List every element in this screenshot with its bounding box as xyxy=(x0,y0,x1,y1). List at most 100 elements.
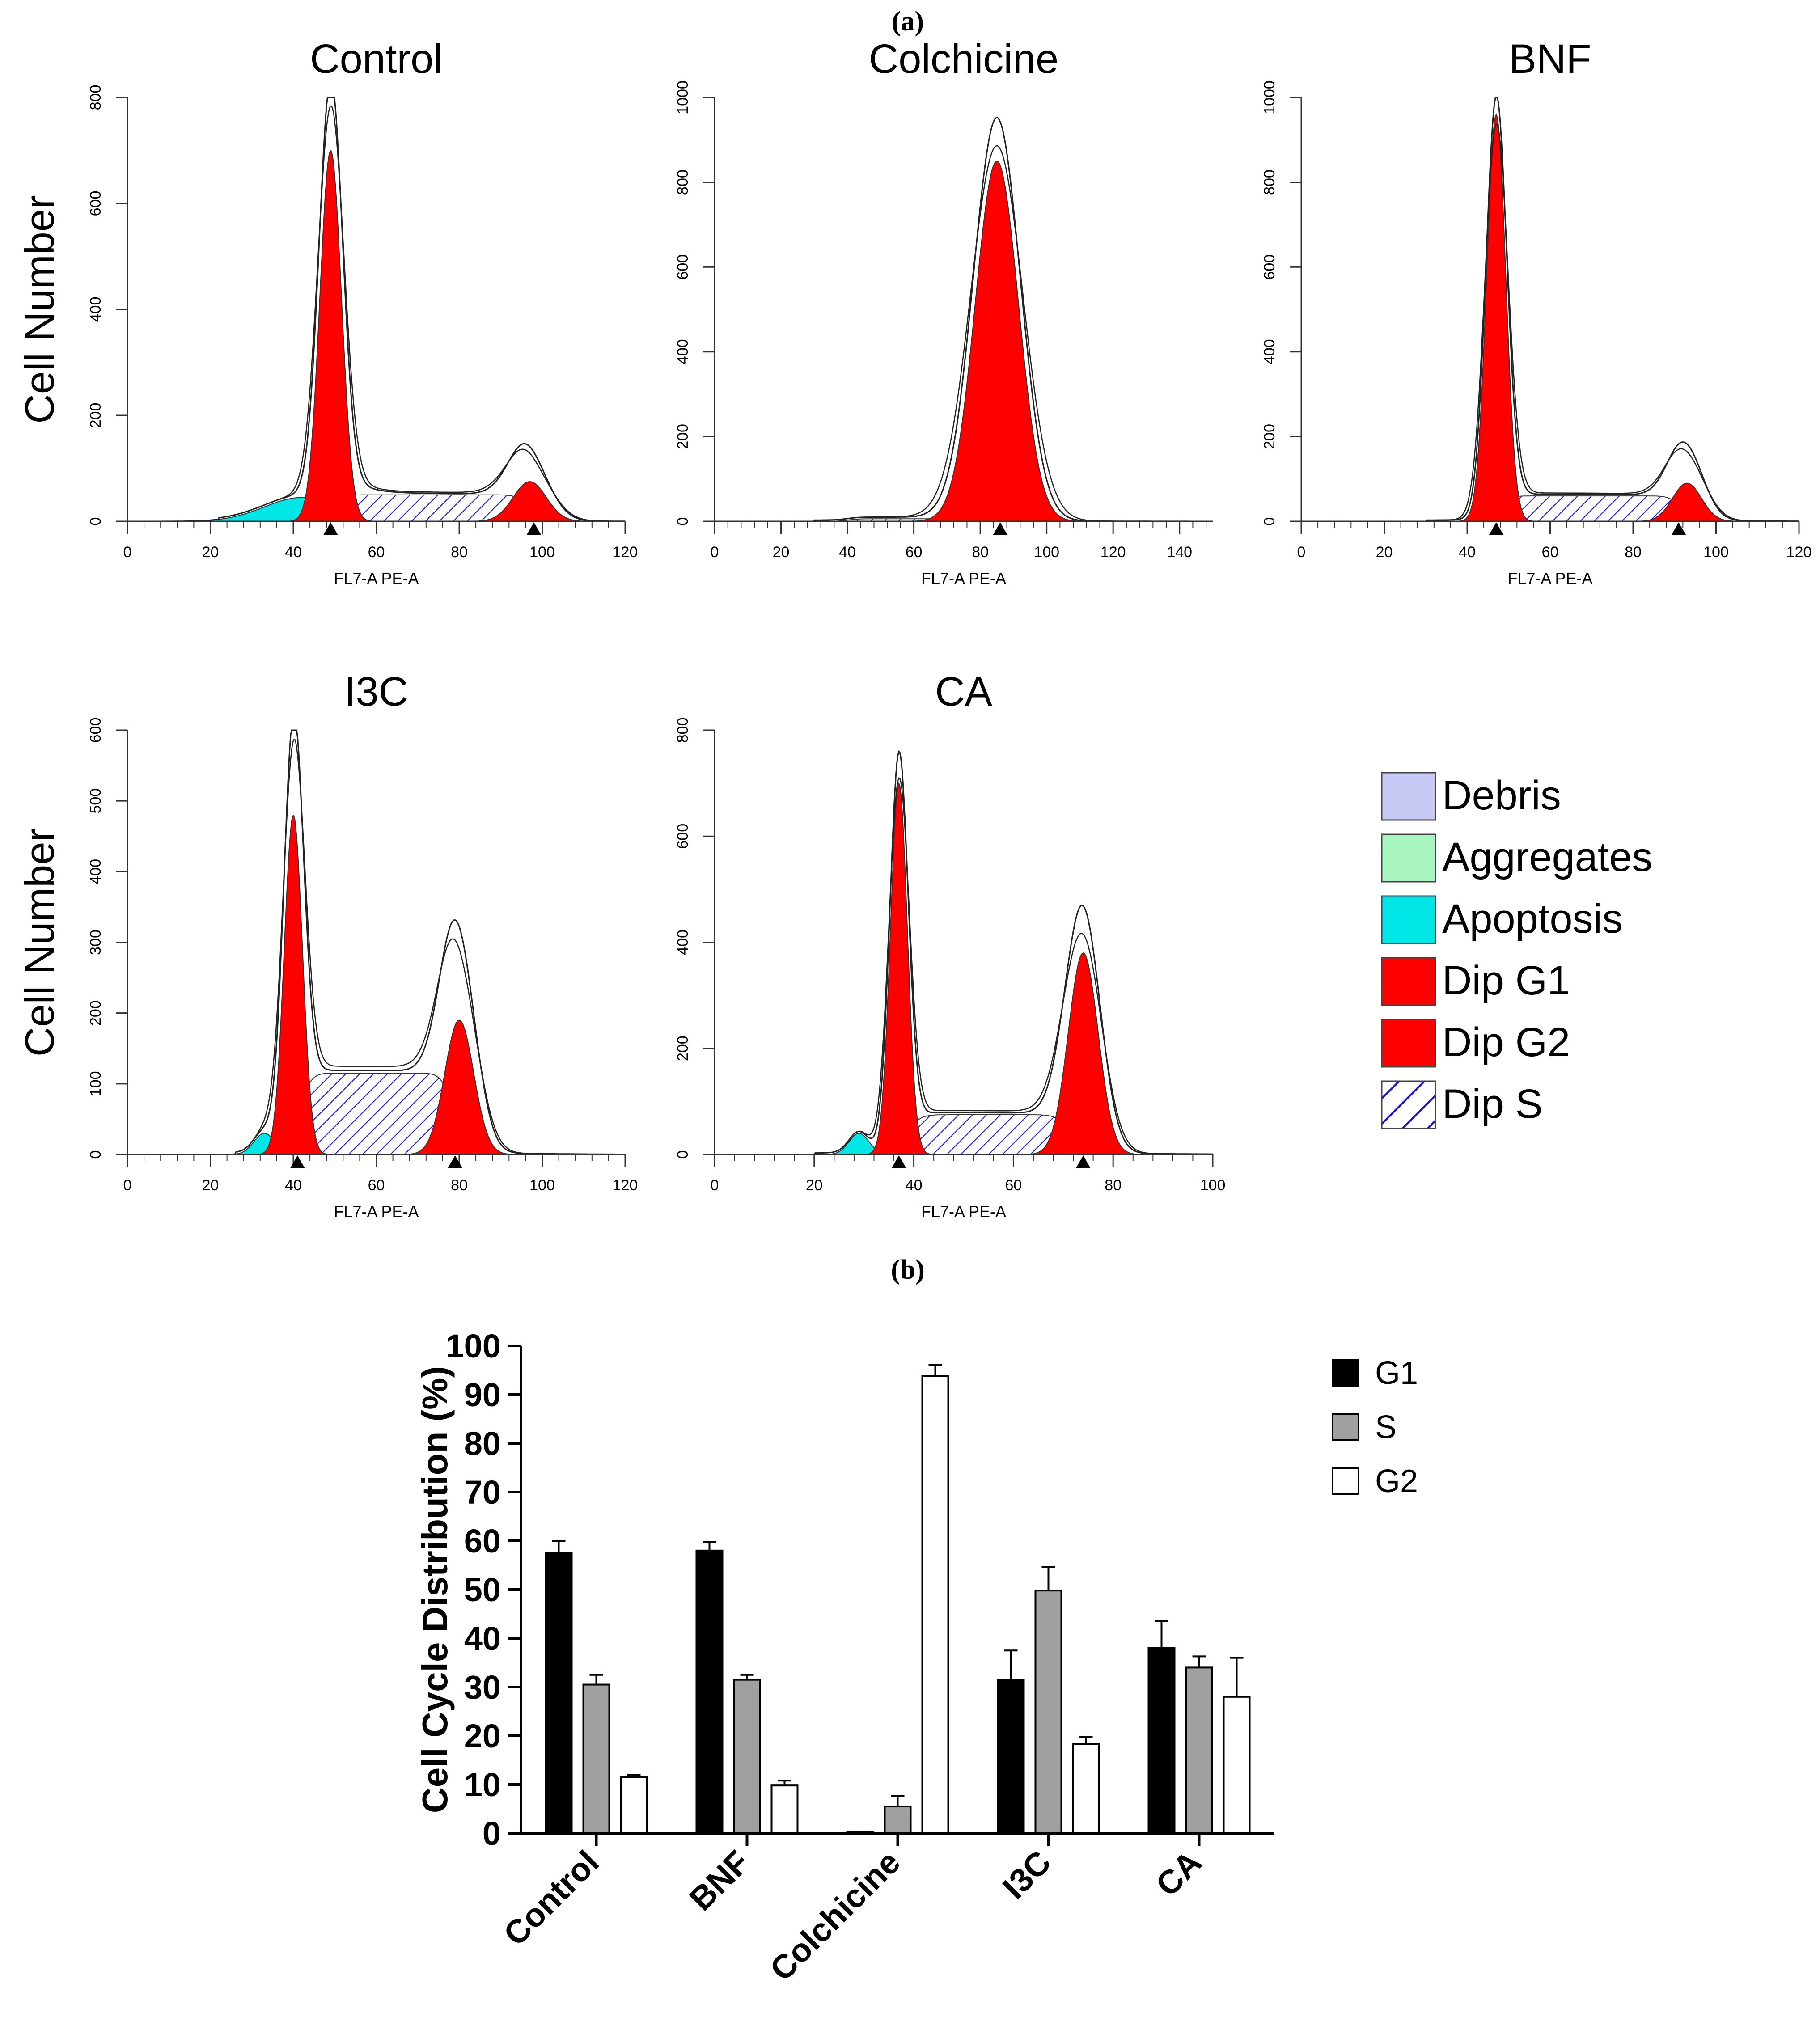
x-tick-label: 20 xyxy=(1376,544,1393,561)
x-tick-label: Control xyxy=(496,1844,606,1953)
dip-g1-peak xyxy=(715,782,1213,1155)
y-axis-label: Cell Cycle Distribution (%) xyxy=(415,1366,455,1813)
legend-swatch-dip-g1 xyxy=(1381,957,1436,1006)
x-tick-label: 100 xyxy=(1034,544,1059,561)
y-tick-label: 600 xyxy=(674,254,691,280)
x-axis-label: FL7-A PE-A xyxy=(334,1202,419,1221)
y-tick-label: 0 xyxy=(674,517,691,526)
bar-s xyxy=(1034,1590,1062,1834)
peak-marker xyxy=(323,522,338,535)
legend-b: G1 S G2 xyxy=(1332,1355,1418,1499)
y-tick-label: 80 xyxy=(464,1425,501,1462)
peak-marker xyxy=(1076,1155,1091,1168)
y-tick-label: 10 xyxy=(464,1766,501,1803)
histogram-title: BNF xyxy=(1509,36,1591,82)
histogram-title: I3C xyxy=(344,669,408,715)
legend-swatch-g1 xyxy=(1332,1359,1359,1387)
legend-label-debris: Debris xyxy=(1442,773,1561,818)
panel-label-a: (a) xyxy=(892,6,924,37)
bar-g2 xyxy=(770,1784,799,1834)
y-tick-label: 600 xyxy=(674,824,691,849)
peak-marker xyxy=(290,1155,305,1168)
bar-g2 xyxy=(921,1375,949,1835)
bar-g2 xyxy=(1072,1743,1100,1835)
y-tick-label: 300 xyxy=(87,930,104,955)
y-tick-label: 800 xyxy=(674,169,691,195)
y-axis-label: Cell Number xyxy=(17,828,63,1057)
legend-swatch-aggregates xyxy=(1381,833,1436,883)
y-tick-label: 100 xyxy=(87,1071,104,1096)
bar-g1 xyxy=(695,1549,724,1835)
x-tick-label: 80 xyxy=(451,1177,468,1194)
bar-g1 xyxy=(545,1552,573,1834)
x-tick-label: 0 xyxy=(711,544,719,561)
dip-s-area xyxy=(127,1073,625,1155)
y-tick-label: 0 xyxy=(1261,517,1278,526)
legend-label-apoptosis: Apoptosis xyxy=(1442,896,1623,942)
y-tick-label: 50 xyxy=(464,1571,501,1608)
x-tick-label: 80 xyxy=(1105,1177,1122,1194)
x-tick-label: 40 xyxy=(285,1177,302,1194)
legend-label-dip-s: Dip S xyxy=(1442,1081,1543,1127)
histogram-title: CA xyxy=(935,669,992,715)
y-tick-label: 400 xyxy=(674,930,691,955)
y-tick-label: 0 xyxy=(87,1150,104,1159)
peak-marker xyxy=(1489,522,1503,535)
x-axis-label: FL7-A PE-A xyxy=(1507,569,1592,588)
x-tick-label: 20 xyxy=(806,1177,823,1194)
histogram-envelope xyxy=(1301,97,1799,522)
y-tick-label: 800 xyxy=(1261,169,1278,195)
x-tick-label: CA xyxy=(1149,1844,1209,1903)
dip-g1-peak xyxy=(715,161,1213,522)
peak-marker xyxy=(1672,522,1686,535)
legend-a: Debris Aggregates Apoptosis Dip G1 Dip G… xyxy=(1381,772,1653,1129)
x-tick-label: 120 xyxy=(613,1177,638,1194)
x-tick-label: 60 xyxy=(368,1177,385,1194)
y-tick-label: 400 xyxy=(1261,339,1278,364)
x-tick-label: BNF xyxy=(682,1844,757,1918)
y-tick-label: 400 xyxy=(674,339,691,364)
dip-g1-peak xyxy=(127,149,625,522)
bar-chart-cell-cycle: Cell Cycle Distribution (%) 0 10 20 30 40 50 60… xyxy=(415,1328,1274,1988)
legend-swatch-apoptosis xyxy=(1381,895,1436,944)
x-tick-label: 40 xyxy=(906,1177,923,1194)
dip-g1-peak xyxy=(1301,113,1799,522)
x-tick-label: 100 xyxy=(529,1177,555,1194)
x-tick-label: 80 xyxy=(451,544,468,561)
x-tick-label: Colchicine xyxy=(763,1844,907,1988)
x-tick-label: 0 xyxy=(711,1177,719,1194)
legend-label-s: S xyxy=(1375,1409,1397,1445)
histogram-fit-line xyxy=(715,777,1213,1155)
x-tick-label: 0 xyxy=(123,1177,132,1194)
x-tick-label: 40 xyxy=(839,544,856,561)
histogram-colchicine: Colchicine FL7-A PE-A 0 200 400 600 800 1000 0 20… xyxy=(674,36,1213,588)
y-tick-label: 200 xyxy=(87,403,104,428)
histogram-ca: CA FL7-A PE-A 0 200 400 600 800 0 20 40 60 80 100 xyxy=(674,669,1225,1221)
peak-marker xyxy=(993,522,1007,535)
x-tick-label: 40 xyxy=(1459,544,1476,561)
x-tick-label: 60 xyxy=(368,544,385,561)
y-tick-label: 400 xyxy=(87,859,104,884)
legend-label-g2: G2 xyxy=(1375,1463,1418,1499)
bar-g1 xyxy=(1147,1647,1176,1835)
bar-s xyxy=(884,1806,912,1835)
y-tick-label: 90 xyxy=(464,1376,501,1413)
x-tick-label: 40 xyxy=(285,544,302,561)
x-tick-label: 60 xyxy=(906,544,923,561)
y-axis-label: Cell Number xyxy=(17,195,63,423)
bar-s xyxy=(1185,1666,1213,1834)
y-tick-label: 30 xyxy=(464,1669,501,1706)
dip-s-area xyxy=(715,1114,1213,1155)
x-tick-label: 20 xyxy=(202,1177,219,1194)
x-tick-label: 60 xyxy=(1005,1177,1022,1194)
histogram-title: Colchicine xyxy=(869,36,1058,82)
y-tick-label: 200 xyxy=(87,1000,104,1026)
y-tick-label: 400 xyxy=(87,297,104,322)
y-tick-label: 500 xyxy=(87,788,104,814)
legend-swatch-s xyxy=(1332,1413,1359,1441)
legend-label-g1: G1 xyxy=(1375,1355,1418,1391)
dip-s-area xyxy=(1301,495,1799,522)
y-tick-label: 800 xyxy=(674,718,691,743)
